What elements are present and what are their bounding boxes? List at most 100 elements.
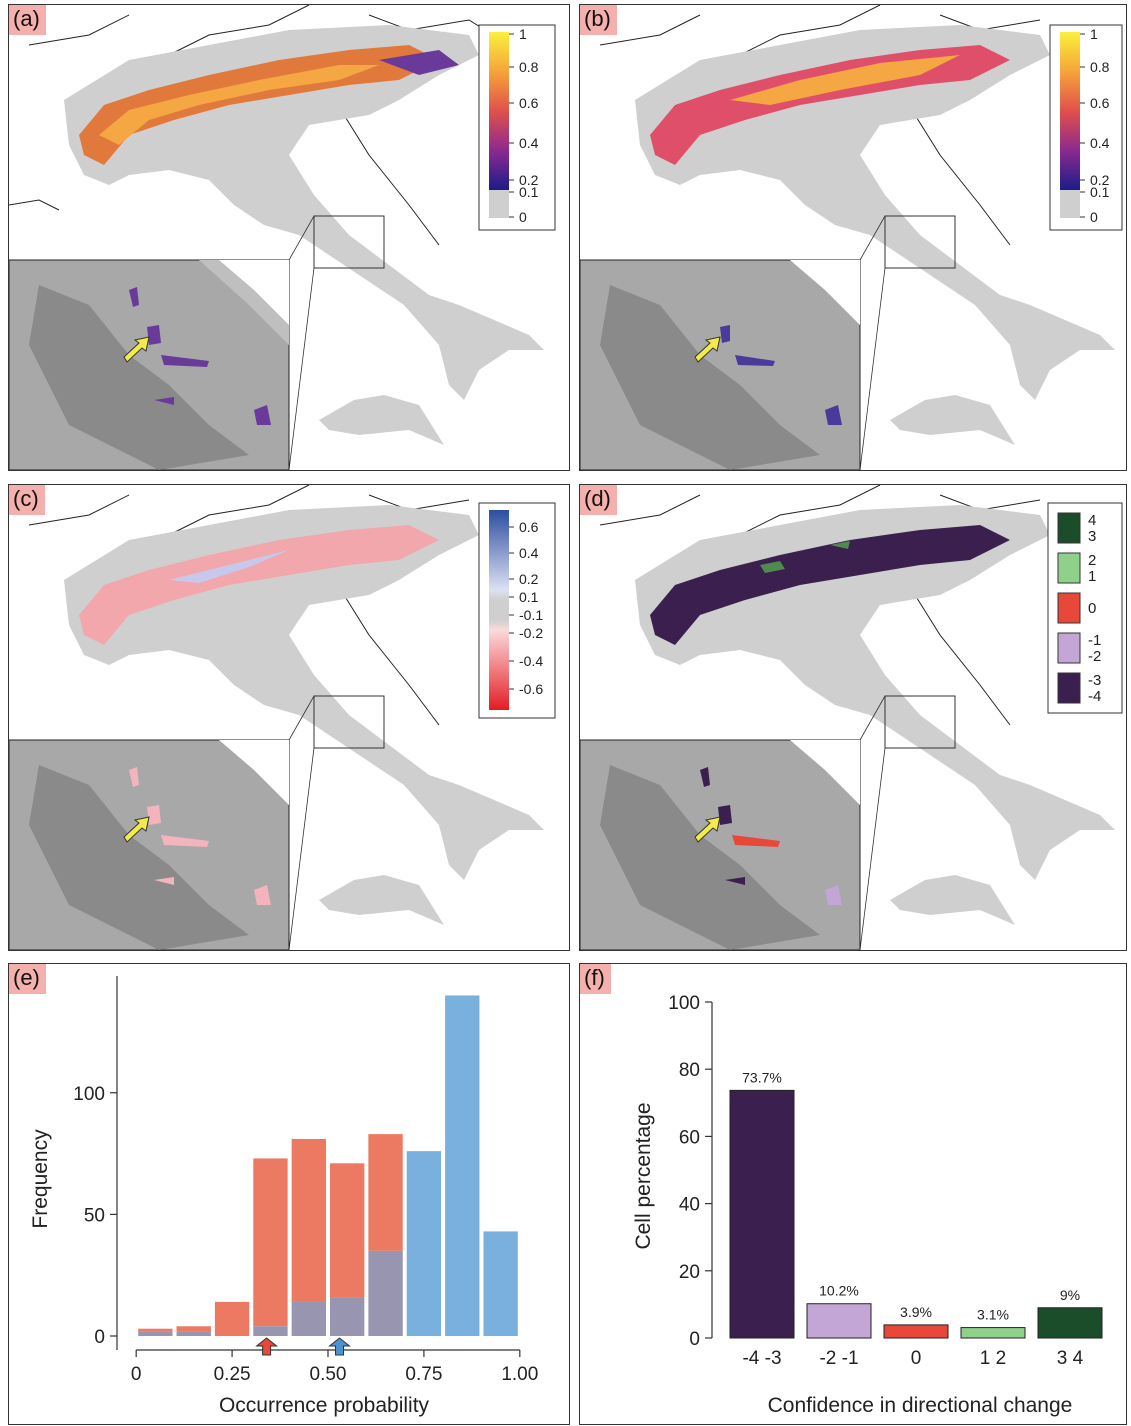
legend-swatch <box>1057 512 1081 544</box>
histogram-bars <box>138 995 518 1336</box>
map-panel-b: 1 0.8 0.6 0.4 0.2 0.1 0 (b) <box>579 4 1127 471</box>
histogram-bar-overlap <box>330 1297 365 1336</box>
histogram-bar <box>368 1134 403 1251</box>
legend-tick-label: 0.6 <box>519 519 539 535</box>
map-b: 1 0.8 0.6 0.4 0.20.1 0 <box>580 5 1123 470</box>
panel-label-f: (f) <box>580 964 611 994</box>
bar <box>1037 1307 1103 1339</box>
map-d: 43 21 0 -1-2 -3-4 <box>580 485 1123 950</box>
bar-data-label: 10.2% <box>819 1283 859 1299</box>
x-tick-label: 0.75 <box>405 1364 442 1385</box>
x-axis-label: Confidence in directional change <box>768 1394 1073 1417</box>
legend-label: 0 <box>1088 600 1096 617</box>
inset-arrow <box>694 816 721 843</box>
histogram-bar <box>138 1328 173 1332</box>
y-axis-label: Frequency <box>29 1129 52 1229</box>
bar <box>729 1089 795 1339</box>
legend-ticks-a: 1 0.8 0.6 0.4 0.20.1 0 <box>509 26 539 225</box>
legend-label: -1 <box>1088 632 1101 649</box>
legend-tick-label: 0.1 <box>519 184 539 200</box>
histogram-bar <box>291 1138 326 1302</box>
bar <box>883 1324 949 1339</box>
legend-tick-label: 0.1 <box>1090 184 1110 200</box>
legend-tick-label: 0.4 <box>519 135 539 151</box>
histogram-bar <box>330 1163 365 1298</box>
legend-tick-label: 1 <box>519 26 527 42</box>
legend-tick-label: 0.4 <box>519 545 539 561</box>
legend-tick-label: 0.1 <box>519 589 539 605</box>
histogram-bar <box>253 1158 288 1327</box>
legend-tick-label: 0 <box>519 209 527 225</box>
legend-label: 1 <box>1088 568 1096 585</box>
histogram-bar <box>445 995 480 1336</box>
bar-data-label: 73.7% <box>742 1069 782 1085</box>
histogram-bar-overlap <box>368 1250 403 1336</box>
y-tick-label: 50 <box>84 1205 105 1226</box>
histogram-axes: 0 50 100 0 0.25 0.50 0.75 1.00 <box>73 976 538 1385</box>
x-category-label: 3 4 <box>1057 1348 1084 1369</box>
inset-arrow <box>123 336 150 363</box>
legend-tick-label: 0.6 <box>1090 95 1110 111</box>
panel-label-d: (d) <box>580 485 617 515</box>
map-panel-a: 1 0.8 0.6 0.4 0.2 0.1 0 (a) <box>8 4 570 471</box>
y-tick-label: 40 <box>679 1195 700 1216</box>
histogram-bar <box>406 1151 442 1336</box>
legend-tick-label: -0.2 <box>519 625 543 641</box>
legend-tick-label: -0.6 <box>519 681 543 697</box>
legend-tick-label: 0.6 <box>519 95 539 111</box>
histogram-bar <box>176 1326 211 1332</box>
y-tick-label: 60 <box>679 1127 700 1148</box>
panel-label-a: (a) <box>9 5 46 35</box>
x-tick-label: 0 <box>131 1364 142 1385</box>
histogram-panel-e: 0 50 100 0 0.25 0.50 0.75 1.00 Occurrence proba… <box>8 963 570 1425</box>
alps-low <box>379 50 459 75</box>
legend-swatch <box>1057 672 1081 704</box>
histogram-bar-overlap <box>138 1331 173 1336</box>
bar-data-label: 3.1% <box>977 1307 1009 1323</box>
y-tick-label: 100 <box>73 1084 105 1105</box>
legend-confidence: 43 21 0 -1-2 -3-4 <box>1057 512 1101 705</box>
legend-tick-label: -0.4 <box>519 653 543 669</box>
legend-ticks-b: 1 0.8 0.6 0.4 0.20.1 0 <box>1080 26 1110 225</box>
x-category-label: 1 2 <box>980 1348 1006 1369</box>
x-category-label: -4 -3 <box>742 1348 781 1369</box>
x-tick-label: 0.25 <box>214 1364 251 1385</box>
legend-tick-label: 0.2 <box>1090 172 1110 188</box>
bar <box>806 1303 872 1339</box>
inset-map <box>9 259 290 470</box>
legend-tick-label: 1 <box>1090 26 1098 42</box>
probability-legend: 1 0.8 0.6 0.4 0.20.1 0 <box>478 24 556 231</box>
bar-data-label: 9% <box>1060 1287 1080 1303</box>
legend-label: 4 <box>1088 512 1096 529</box>
inset-box-outline <box>313 215 385 269</box>
legend-tick-label: 0.8 <box>519 59 539 75</box>
legend-swatch <box>1057 552 1081 584</box>
legend-tick-label: 0.2 <box>519 571 539 587</box>
histogram-bar-overlap <box>253 1326 288 1336</box>
legend-label: 3 <box>1088 528 1096 545</box>
histogram-bar <box>483 1231 518 1336</box>
legend-tick-label: 0 <box>1090 209 1098 225</box>
legend-swatch <box>1057 632 1081 664</box>
x-category-label: -2 -1 <box>819 1348 858 1369</box>
legend-tick-label: -0.1 <box>519 607 543 623</box>
bar <box>960 1327 1026 1339</box>
y-axis-label: Cell percentage <box>632 1102 655 1249</box>
bar-axes: 0 20 40 60 80 100 <box>668 993 713 1350</box>
y-tick-label: 0 <box>94 1327 105 1348</box>
legend-label: -3 <box>1088 672 1101 689</box>
map-panel-d: 4 3 2 1 0 -1 -2 -3 -4 (d) <box>579 484 1127 951</box>
alps-high <box>99 65 379 145</box>
y-tick-label: 0 <box>689 1329 700 1350</box>
mean-marker-arrow <box>255 1337 279 1356</box>
map-base <box>9 5 544 470</box>
italy-land <box>64 25 544 400</box>
legend-tick-label: 0.2 <box>519 172 539 188</box>
map-a: 1 0.8 0.6 0.4 0.20.1 0 <box>9 5 556 470</box>
mean-marker-arrow <box>328 1337 351 1356</box>
legend-label: -2 <box>1088 648 1101 665</box>
map-c: 0.6 0.4 0.2 0.1 -0.1 -0.2 -0.4 -0.6 <box>9 485 556 950</box>
inset-arrow <box>123 816 150 843</box>
legend-label: 2 <box>1088 552 1096 569</box>
map-panel-c: 0.6 0.4 0.2 0.1 -0.1 -0.2 -0.4 -0.6 (c) <box>8 484 570 951</box>
